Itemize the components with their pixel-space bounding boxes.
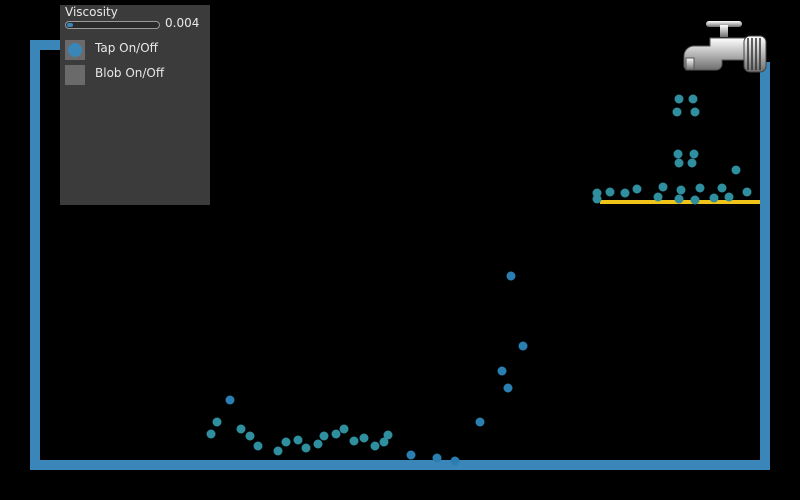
left-wall — [30, 40, 40, 470]
fluid-particle — [313, 439, 323, 449]
fluid-particle — [281, 437, 291, 447]
fluid-particle — [632, 184, 642, 194]
fluid-particle — [379, 437, 389, 447]
fluid-particle — [319, 431, 329, 441]
fluid-particle — [349, 436, 359, 446]
tap-toggle-label: Tap On/Off — [95, 41, 158, 55]
fluid-particle — [331, 429, 341, 439]
fluid-particle — [206, 429, 216, 439]
fluid-particle — [339, 424, 349, 434]
fluid-particle — [709, 193, 719, 203]
fluid-particle — [724, 192, 734, 202]
fluid-particle — [225, 395, 235, 405]
floor — [30, 460, 770, 470]
fluid-particle — [212, 417, 222, 427]
fluid-particle — [676, 185, 686, 195]
fluid-particle — [253, 441, 263, 451]
fluid-particle — [383, 430, 393, 440]
fluid-particle — [497, 366, 507, 376]
fluid-particle — [475, 417, 485, 427]
fluid-particle — [658, 182, 668, 192]
fluid-particle — [689, 149, 699, 159]
viscosity-label: Viscosity — [65, 5, 118, 19]
fluid-particle — [717, 183, 727, 193]
blob-toggle-label: Blob On/Off — [95, 66, 165, 80]
fluid-particle — [695, 183, 705, 193]
fluid-particle — [742, 187, 752, 197]
fluid-particle — [503, 383, 513, 393]
fluid-particle — [690, 195, 700, 205]
left-wall-cap — [30, 40, 60, 50]
fluid-particle — [731, 165, 741, 175]
fluid-particle — [273, 446, 283, 456]
control-panel: Viscosity 0.004 Tap On/Off Blob On/Off — [60, 5, 210, 205]
fluid-particle — [506, 271, 516, 281]
fluid-particle — [605, 187, 615, 197]
fluid-particle — [301, 443, 311, 453]
fluid-particle — [690, 107, 700, 117]
tap-toggle-checkbox[interactable] — [65, 40, 85, 60]
fluid-particle — [620, 188, 630, 198]
fluid-particle — [236, 424, 246, 434]
fluid-particle — [674, 194, 684, 204]
fluid-particle — [370, 441, 380, 451]
fluid-particle — [673, 149, 683, 159]
faucet-icon[interactable] — [680, 18, 770, 82]
fluid-particle — [653, 192, 663, 202]
fluid-particle — [592, 194, 602, 204]
fluid-particle — [359, 433, 369, 443]
right-wall — [760, 62, 770, 470]
fluid-particle — [687, 158, 697, 168]
fluid-particle — [674, 158, 684, 168]
tap-checked-indicator — [68, 43, 82, 57]
fluid-particle — [518, 341, 528, 351]
fluid-particle — [674, 94, 684, 104]
blob-toggle-checkbox[interactable] — [65, 65, 85, 85]
viscosity-value: 0.004 — [165, 16, 200, 30]
fluid-particle — [450, 456, 460, 466]
viscosity-slider[interactable] — [65, 21, 160, 29]
fluid-particle — [293, 435, 303, 445]
fluid-particle — [245, 431, 255, 441]
fluid-particle — [672, 107, 682, 117]
fluid-particle — [688, 94, 698, 104]
fluid-particle — [406, 450, 416, 460]
fluid-particle — [432, 453, 442, 463]
viscosity-slider-fill — [67, 23, 73, 27]
